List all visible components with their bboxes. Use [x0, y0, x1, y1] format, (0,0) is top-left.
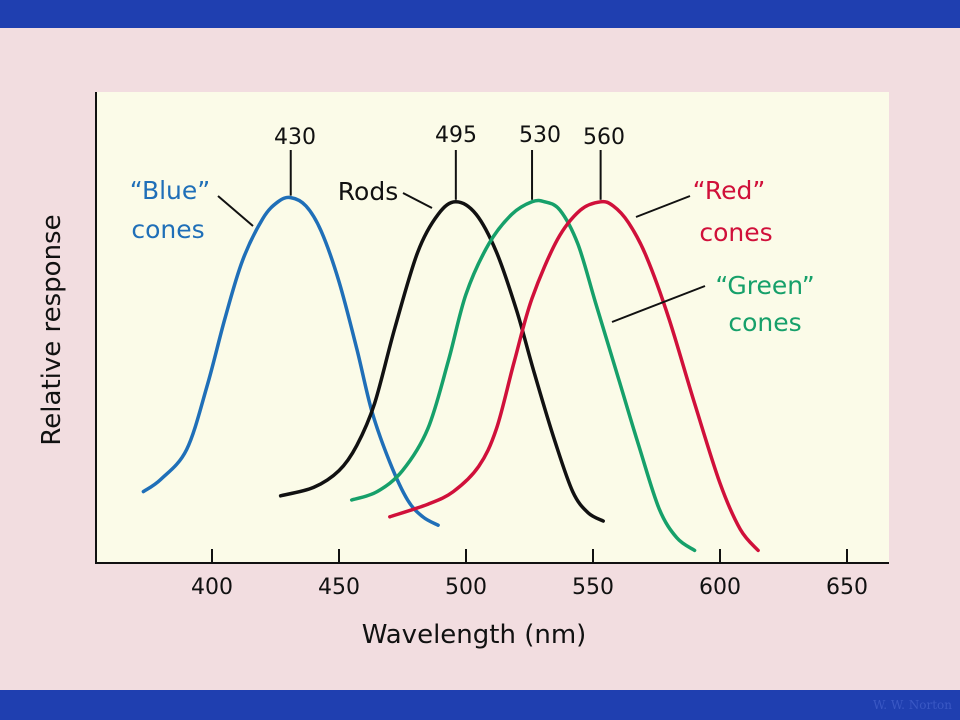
x-tick-label: 600: [699, 575, 741, 600]
blue-cones-label-line2: cones: [131, 215, 204, 244]
bottom-banner: W. W. Norton: [0, 690, 960, 720]
blue-cones-label-line1: “Blue”: [130, 176, 210, 205]
rods-label: Rods: [338, 177, 398, 206]
peak-label-560: 560: [583, 125, 625, 150]
green-cones-label-line2: cones: [728, 308, 801, 337]
blue-callout-line: [217, 195, 254, 227]
series-line-0: [141, 195, 440, 527]
series-line-1: [278, 200, 605, 523]
footer-credit: W. W. Norton: [873, 698, 952, 712]
peak-markers: [289, 150, 602, 200]
series-line-2: [349, 198, 697, 553]
x-tick-label: 650: [826, 575, 868, 600]
x-axis-label: Wavelength (nm): [362, 620, 587, 650]
y-axis-label: Relative response: [37, 214, 67, 445]
series-group: [141, 195, 760, 553]
green-cones-label-line1: “Green”: [715, 271, 814, 300]
plot-area: [96, 92, 889, 564]
x-tick-label: 450: [318, 575, 360, 600]
red-cones-label-line2: cones: [699, 218, 772, 247]
green-callout-line: [611, 285, 706, 323]
top-banner: [0, 0, 960, 28]
series-line-3: [388, 199, 760, 553]
peak-label-430: 430: [274, 125, 316, 150]
x-tick-label: 500: [445, 575, 487, 600]
x-tick-label: 550: [572, 575, 614, 600]
peak-label-495: 495: [435, 123, 477, 148]
x-ticks: 400 450 500 550 600 650: [191, 549, 868, 600]
red-cones-label-line1: “Red”: [693, 176, 766, 205]
rods-callout-line: [402, 192, 433, 209]
red-callout-line: [635, 195, 691, 218]
x-tick-label: 400: [191, 575, 233, 600]
peak-label-530: 530: [519, 123, 561, 148]
